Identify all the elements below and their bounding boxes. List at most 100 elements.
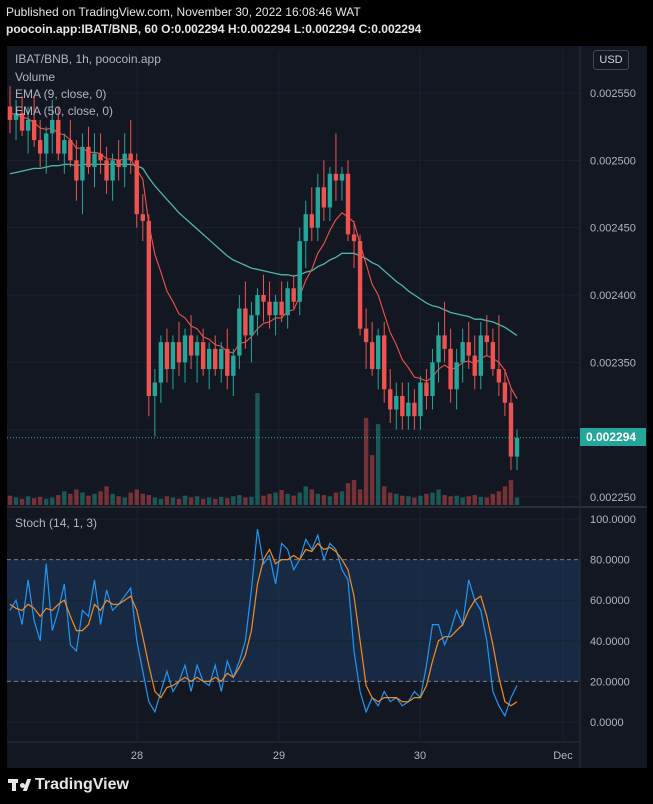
legend-ema50[interactable]: EMA (50, close, 0) (15, 104, 114, 118)
candle-body (375, 335, 381, 370)
volume-bar (182, 495, 188, 505)
candle-body (460, 342, 465, 363)
stoch-k-line (9, 528, 518, 718)
candle-body (80, 146, 85, 181)
volume-bar (146, 495, 152, 505)
candle-body (56, 119, 61, 154)
volume-bar (424, 493, 429, 505)
candle-body (508, 402, 514, 457)
candle-body (140, 214, 145, 221)
candle-body (219, 348, 224, 370)
volume-bar (7, 495, 13, 505)
candle-body (86, 146, 91, 168)
candle-body (442, 335, 447, 349)
price-axis-label: 0.002350 (590, 357, 636, 369)
volume-bar (74, 489, 79, 505)
volume-bar (388, 492, 393, 505)
stoch-band (7, 559, 580, 682)
volume-bar (200, 498, 206, 505)
legend-volume[interactable]: Volume (15, 70, 56, 84)
candle-body (345, 173, 351, 235)
candle-body (243, 308, 248, 336)
volume-bar (345, 483, 351, 505)
currency-button[interactable]: USD (593, 50, 629, 70)
volume-bar (213, 498, 218, 505)
volume-bar (285, 493, 290, 505)
stoch-axis-label: 100.0000 (590, 514, 636, 526)
volume-bar (363, 417, 369, 505)
candle-body (490, 342, 496, 370)
volume-bar (261, 495, 266, 505)
candle-body (62, 140, 67, 154)
volume-bar (339, 491, 345, 505)
legend-ema9[interactable]: EMA (9, close, 0) (15, 87, 107, 101)
volume-bar (170, 497, 176, 505)
legend-title[interactable]: IBAT/BNB, 1h, poocoin.app (15, 52, 161, 66)
volume-bar (231, 496, 236, 505)
candle-body (74, 160, 79, 181)
stoch-axis-label: 0.0000 (590, 717, 624, 729)
volume-bar (490, 493, 496, 505)
volume-bar (412, 497, 417, 505)
volume-bar (206, 497, 212, 505)
volume-bar (394, 493, 399, 505)
volume-bar (122, 497, 127, 505)
candle-body (430, 362, 435, 396)
candle-body (25, 119, 31, 131)
volume-bar (291, 495, 296, 505)
volume-bar (158, 498, 164, 505)
candle-body (327, 173, 333, 208)
candle-body (388, 389, 393, 410)
volume-bar (472, 495, 477, 505)
volume-bar (436, 489, 441, 505)
candle-body (333, 173, 339, 181)
volume-bar (225, 498, 230, 505)
volume-bar (50, 497, 55, 505)
candle-body (249, 315, 254, 336)
candle-body (273, 301, 278, 316)
volume-bar (128, 492, 133, 505)
volume-bar (31, 498, 37, 505)
candle-body (418, 382, 423, 417)
candle-body (291, 288, 296, 302)
candle-body (357, 241, 363, 329)
time-axis-label: 30 (414, 750, 426, 762)
candle-body (50, 119, 55, 134)
volume-bar (68, 493, 73, 505)
candle-body (424, 382, 429, 396)
candle-body (164, 342, 170, 370)
time-axis-label: 29 (273, 750, 285, 762)
candle-body (484, 335, 490, 343)
legend-stoch[interactable]: Stoch (14, 1, 3) (15, 516, 98, 530)
volume-bar (80, 492, 85, 505)
volume-bar (237, 495, 242, 505)
volume-bar (56, 495, 61, 505)
volume-bar (267, 493, 272, 505)
price-axis-label: 0.002500 (590, 155, 636, 167)
volume-bar (25, 496, 31, 505)
candle-body (351, 234, 357, 242)
candle-body (363, 328, 369, 343)
volume-bar (315, 493, 321, 505)
volume-bar (194, 496, 200, 505)
volume-bar (478, 496, 483, 505)
volume-bar (418, 495, 423, 505)
volume-bar (466, 496, 471, 505)
candle-body (206, 348, 212, 370)
candle-body (158, 342, 164, 383)
volume-bar (140, 493, 145, 505)
candle-body (68, 140, 73, 161)
price-axis-label: 0.002450 (590, 223, 636, 235)
volume-bar (514, 497, 520, 505)
candle-body (339, 173, 345, 181)
tradingview-logo-icon (8, 777, 32, 793)
stoch-axis-label: 80.0000 (590, 555, 630, 567)
volume-bar (134, 489, 139, 505)
candle-body (110, 160, 115, 181)
stoch-axis-label: 60.0000 (590, 595, 630, 607)
tradingview-logo[interactable]: TradingView (8, 776, 129, 794)
volume-bar (92, 493, 97, 505)
volume-bar (44, 498, 49, 505)
ema9-line (9, 112, 518, 399)
